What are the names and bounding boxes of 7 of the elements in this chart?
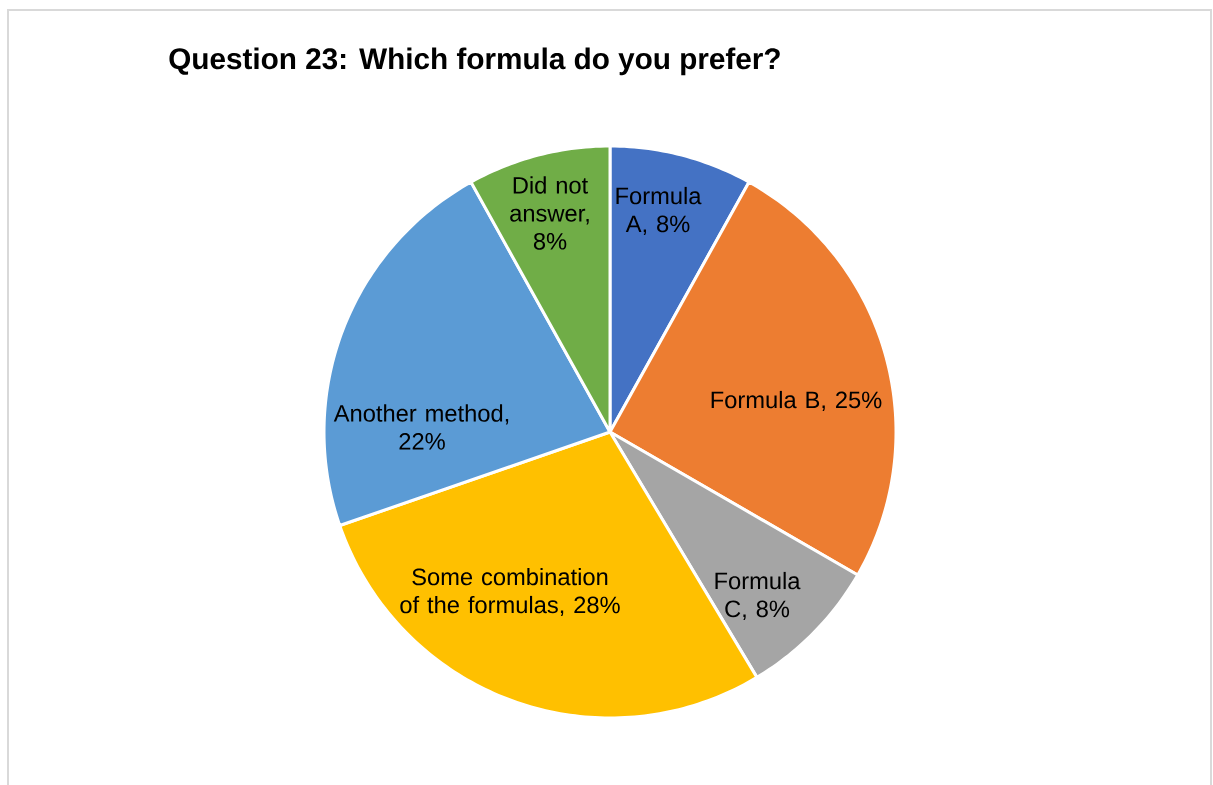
chart-title: Question 23: Which formula do you prefer? — [169, 47, 780, 76]
slice-label: Did not answer, 8% — [510, 176, 589, 250]
slice-label: Formula B, 25% — [711, 390, 882, 412]
slice-label: Formula C, 8% — [715, 571, 801, 621]
slice-label: Some combination of the formulas, 28% — [400, 567, 620, 617]
slice-label: Another method, 22% — [333, 404, 509, 450]
slice-label: Formula A, 8% — [616, 186, 702, 236]
